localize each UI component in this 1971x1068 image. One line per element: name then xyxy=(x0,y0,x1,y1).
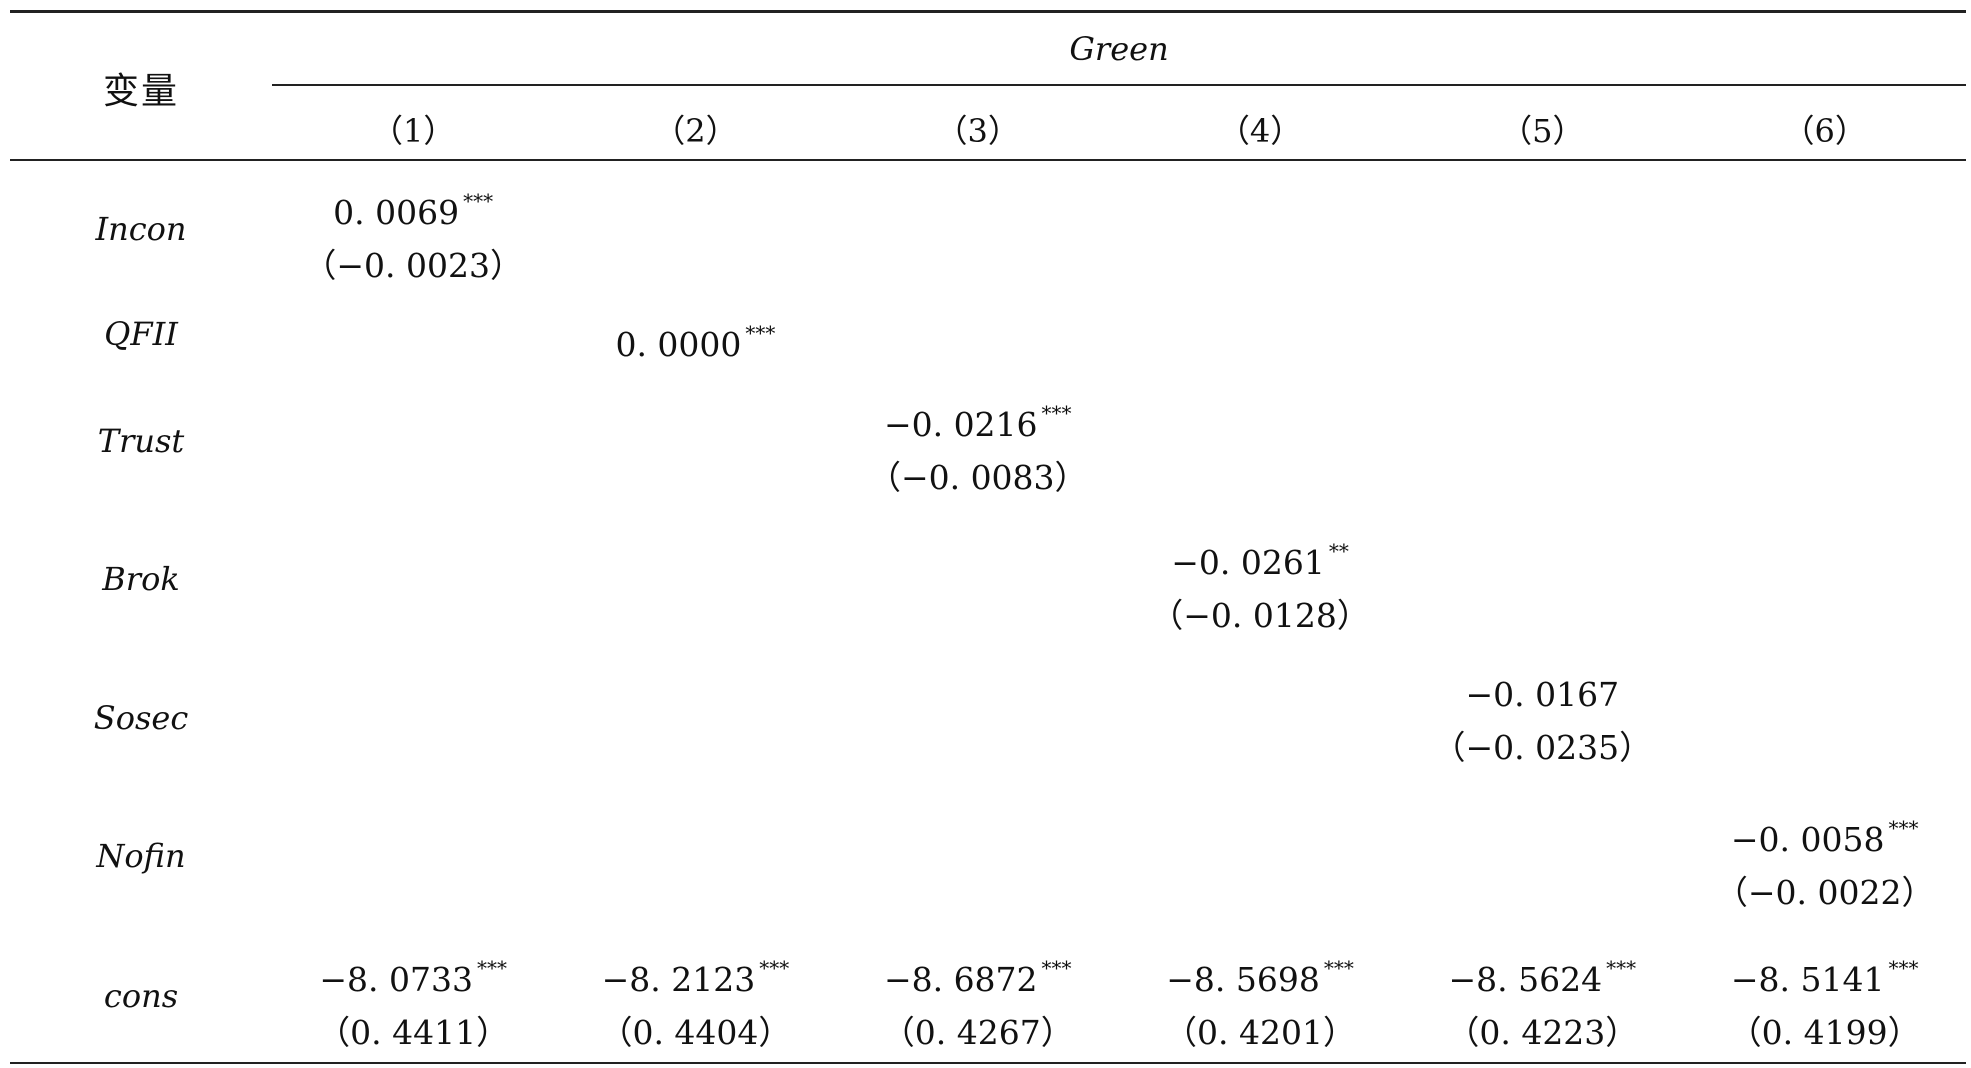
estimate-cell: −8. 6872 *** （0. 4267） xyxy=(837,946,1119,1059)
coefficient: −0. 0167 xyxy=(1401,668,1683,721)
estimate-cell: −8. 0733 *** （0. 4411） xyxy=(272,946,554,1059)
bottom-rule xyxy=(10,1062,1966,1064)
coefficient-value: −8. 5624 xyxy=(1448,960,1603,999)
column-header-5: （5） xyxy=(1500,112,1585,150)
group-underline xyxy=(272,84,1966,86)
estimate-cell: −8. 5698 *** （0. 4201） xyxy=(1119,946,1401,1059)
coefficient: −0. 0216 *** xyxy=(837,391,1119,451)
coefficient: −8. 5698 *** xyxy=(1119,946,1401,1006)
significance-stars: *** xyxy=(1606,956,1637,980)
row-label-incon: Incon xyxy=(95,210,187,248)
coefficient: 0. 0069 *** xyxy=(272,179,554,239)
standard-error: （−0. 0235） xyxy=(1432,728,1653,767)
estimate-cell: 0. 0000 *** xyxy=(554,311,836,371)
significance-stars: *** xyxy=(1041,401,1072,425)
significance-stars: *** xyxy=(1888,816,1919,840)
coefficient: −8. 0733 *** xyxy=(272,946,554,1006)
coefficient: −0. 0261 ** xyxy=(1119,529,1401,589)
standard-error: （−0. 0023） xyxy=(303,246,523,285)
estimate-cell: 0. 0069 *** （−0. 0023） xyxy=(272,179,554,292)
coefficient-value: −0. 0167 xyxy=(1465,675,1620,714)
standard-error: （0. 4267） xyxy=(881,1013,1074,1052)
significance-stars: *** xyxy=(745,320,776,345)
column-header-2: （2） xyxy=(653,112,738,150)
estimate-cell: −0. 0261 ** （−0. 0128） xyxy=(1119,529,1401,642)
row-label-qfii: QFII xyxy=(104,315,178,353)
significance-stars: *** xyxy=(759,956,790,980)
row-label-brok: Brok xyxy=(102,560,180,598)
column-header-4: （4） xyxy=(1217,112,1303,150)
standard-error: （0. 4411） xyxy=(317,1013,510,1052)
coefficient: −8. 2123 *** xyxy=(554,946,836,1006)
coefficient: −8. 5141 *** xyxy=(1684,946,1966,1006)
coefficient-value: −8. 2123 xyxy=(601,960,756,999)
significance-stars: *** xyxy=(476,956,507,980)
standard-error: （−0. 0022） xyxy=(1714,873,1935,912)
estimate-cell: −8. 2123 *** （0. 4404） xyxy=(554,946,836,1059)
top-rule xyxy=(10,10,1966,13)
significance-stars: *** xyxy=(1888,956,1919,980)
column-header-1: （1） xyxy=(370,112,456,150)
variable-header: 变量 xyxy=(102,71,179,112)
column-header-6: （6） xyxy=(1782,112,1867,150)
coefficient-value: 0. 0000 xyxy=(615,324,742,364)
coefficient-value: −8. 5698 xyxy=(1166,960,1320,999)
estimate-cell: −8. 5141 *** （0. 4199） xyxy=(1684,946,1966,1059)
coefficient-value: −8. 5141 xyxy=(1730,960,1885,999)
group-header-green: Green xyxy=(1069,30,1169,68)
column-header-3: （3） xyxy=(935,112,1020,150)
header-rule xyxy=(10,159,1966,161)
significance-stars: *** xyxy=(1041,956,1072,980)
coefficient-value: −0. 0216 xyxy=(883,405,1038,444)
coefficient-value: −8. 0733 xyxy=(319,960,473,999)
row-label-trust: Trust xyxy=(97,422,185,460)
row-label-sosec: Sosec xyxy=(93,699,189,737)
coefficient: 0. 0000 *** xyxy=(554,311,836,371)
significance-stars: ** xyxy=(1328,539,1349,563)
standard-error: （0. 4201） xyxy=(1164,1013,1357,1052)
coefficient-value: −0. 0261 xyxy=(1171,543,1325,582)
coefficient: −8. 6872 *** xyxy=(837,946,1119,1006)
standard-error: （−0. 0128） xyxy=(1150,596,1370,635)
estimate-cell: −0. 0058 *** （−0. 0022） xyxy=(1684,806,1966,919)
standard-error: （0. 4223） xyxy=(1446,1013,1639,1052)
estimate-cell: −0. 0216 *** （−0. 0083） xyxy=(837,391,1119,504)
coefficient-value: −0. 0058 xyxy=(1730,820,1885,859)
coefficient-value: 0. 0069 xyxy=(333,193,460,232)
standard-error: （0. 4404） xyxy=(599,1013,792,1052)
estimate-cell: −0. 0167 （−0. 0235） xyxy=(1401,668,1683,774)
estimate-cell: −8. 5624 *** （0. 4223） xyxy=(1401,946,1683,1059)
standard-error: （0. 4199） xyxy=(1728,1013,1921,1052)
row-label-cons: cons xyxy=(103,977,179,1015)
row-label-nofin: Nofin xyxy=(96,837,186,875)
significance-stars: *** xyxy=(463,189,494,213)
coefficient-value: −8. 6872 xyxy=(883,960,1038,999)
significance-stars: *** xyxy=(1323,956,1354,980)
coefficient: −8. 5624 *** xyxy=(1401,946,1683,1006)
standard-error: （−0. 0083） xyxy=(867,458,1088,497)
coefficient: −0. 0058 *** xyxy=(1684,806,1966,866)
